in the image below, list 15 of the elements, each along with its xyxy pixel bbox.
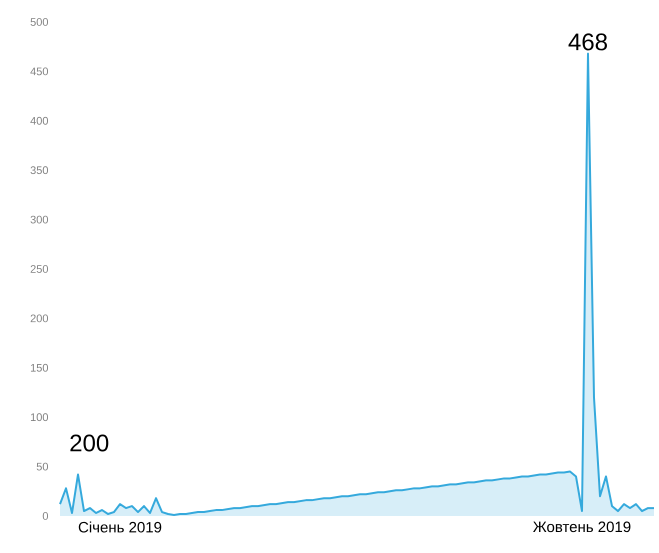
y-tick-label: 200: [30, 314, 48, 322]
annotation: 468: [568, 33, 607, 50]
y-tick-label: 350: [30, 166, 48, 174]
x-tick-label: Січень 2019: [78, 522, 162, 533]
y-tick-label: 0: [42, 512, 48, 520]
y-tick-label: 50: [36, 462, 48, 470]
y-tick-label: 400: [30, 116, 48, 125]
x-tick-label: Жовтень 2019: [533, 522, 630, 532]
y-tick-label: 100: [30, 413, 48, 422]
y-tick-label: 150: [30, 364, 48, 372]
annotation: 200: [70, 434, 108, 452]
y-tick-label: 250: [30, 265, 48, 273]
y-tick-label: 300: [30, 216, 48, 224]
y-tick-label: 450: [30, 68, 48, 76]
y-tick-label: 500: [30, 18, 48, 26]
